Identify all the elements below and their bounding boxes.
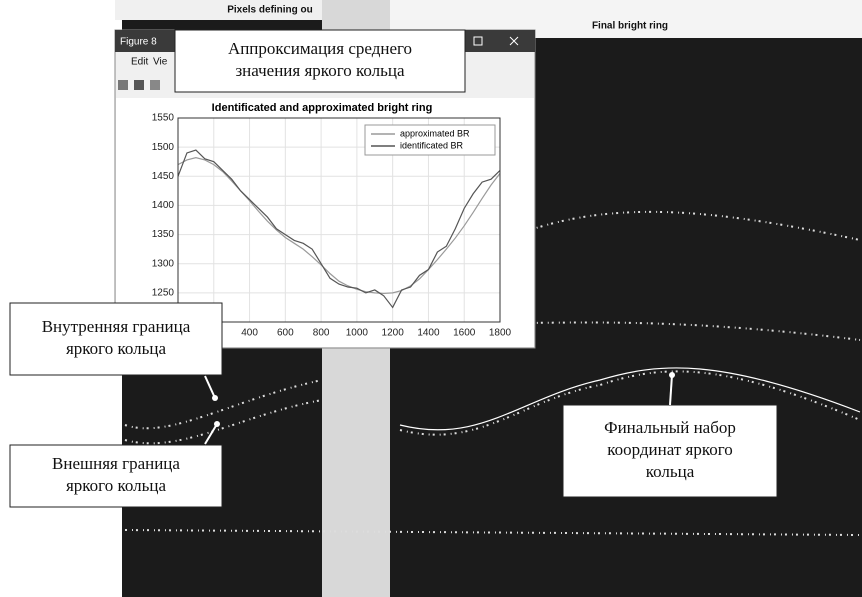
x-tick-label: 1600 (453, 328, 476, 339)
menu-item[interactable]: Vie (153, 57, 168, 68)
x-tick-label: 1000 (346, 328, 369, 339)
figure-title: Figure 8 (120, 37, 157, 48)
callout-text: яркого кольца (66, 339, 167, 358)
x-tick-label: 1800 (489, 328, 512, 339)
callout-text: кольца (646, 462, 695, 481)
y-tick-label: 1300 (152, 258, 175, 269)
callout-text: Финальный набор (604, 418, 736, 437)
screenshot: Pixels defining ou Final bright ring Fig… (0, 0, 862, 597)
legend-label: approximated BR (400, 128, 470, 138)
arrow-head (212, 395, 218, 401)
arrow-head (214, 421, 220, 427)
menu-item[interactable]: Edit (131, 57, 148, 68)
legend-label: identificated BR (400, 140, 464, 150)
callout-text: координат яркого (607, 440, 733, 459)
y-tick-label: 1550 (152, 113, 175, 124)
toolbar-icon[interactable] (134, 80, 144, 90)
toolbar-icon[interactable] (118, 80, 128, 90)
y-tick-label: 1500 (152, 142, 175, 153)
y-tick-label: 1350 (152, 229, 175, 240)
chart-title: Identificated and approximated bright ri… (212, 102, 433, 114)
callout-text: значения яркого кольца (235, 61, 405, 80)
x-tick-label: 600 (277, 328, 294, 339)
x-tick-label: 800 (313, 328, 330, 339)
callout-text: яркого кольца (66, 476, 167, 495)
x-tick-label: 1400 (417, 328, 440, 339)
y-tick-label: 1250 (152, 287, 175, 298)
toolbar-icon[interactable] (150, 80, 160, 90)
x-tick-label: 400 (241, 328, 258, 339)
right-window-title: Final bright ring (592, 21, 668, 32)
y-tick-label: 1400 (152, 200, 175, 211)
callout-text: Аппроксимация среднего (228, 39, 412, 58)
callout-text: Внутренняя граница (42, 317, 191, 336)
callout-text: Внешняя граница (52, 454, 180, 473)
arrow-head (669, 372, 675, 378)
y-tick-label: 1450 (152, 171, 175, 182)
left-window-title: Pixels defining ou (227, 5, 313, 16)
x-tick-label: 1200 (382, 328, 405, 339)
